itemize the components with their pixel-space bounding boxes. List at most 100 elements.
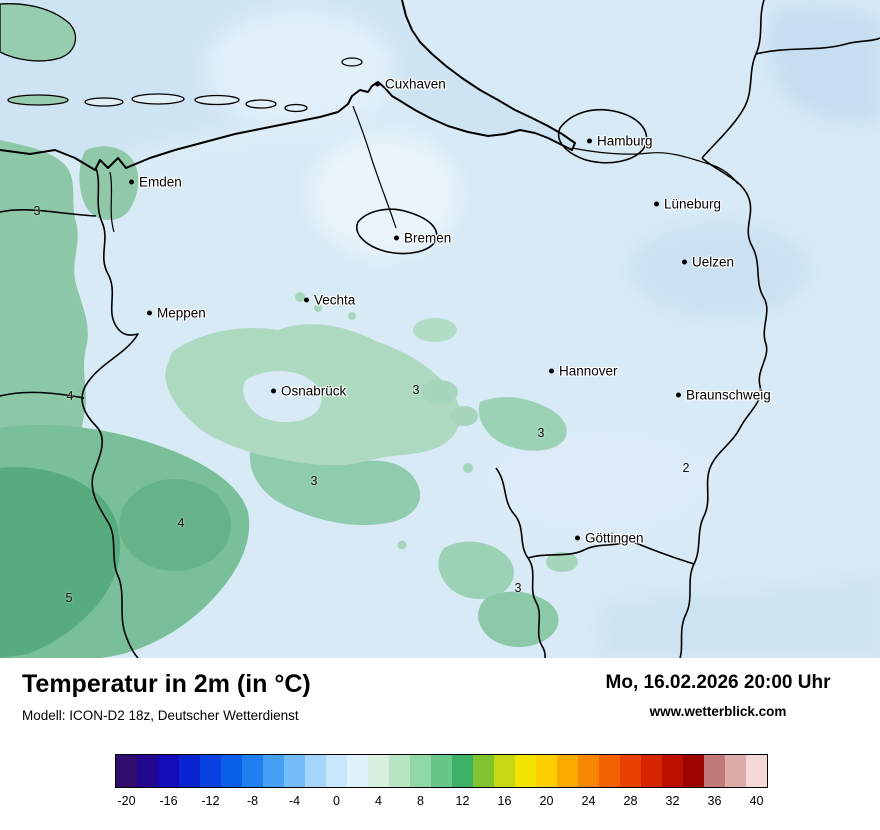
website-link: www.wetterblick.com — [649, 704, 787, 719]
scale-color-cell — [158, 755, 179, 787]
city-label: Vechta — [314, 292, 356, 308]
scale-color-cell — [389, 755, 410, 787]
coastline — [0, 0, 576, 171]
footer-right-block: Mo, 16.02.2026 20:00 Uhr www.wetterblick… — [568, 672, 868, 719]
scale-color-cell — [179, 755, 200, 787]
city-label: Bremen — [404, 230, 452, 246]
temperature-value-label: 4 — [177, 516, 185, 530]
city-label: Meppen — [157, 305, 206, 321]
scale-color-cell — [662, 755, 683, 787]
model-info: Modell: ICON-D2 18z, Deutscher Wetterdie… — [22, 708, 299, 723]
islands — [7, 57, 363, 113]
scale-tick-label: 20 — [539, 794, 554, 808]
scale-color-cell — [200, 755, 221, 787]
scale-color-cell — [431, 755, 452, 787]
scale-color-cell — [641, 755, 662, 787]
scale-color-cell — [578, 755, 599, 787]
scale-color-cell — [683, 755, 704, 787]
scale-tick-label: -16 — [159, 794, 178, 808]
scale-color-cell — [410, 755, 431, 787]
scale-tick-label: -4 — [288, 794, 301, 808]
scale-tick-label: -8 — [246, 794, 259, 808]
city-marker-hannover: Hannover — [549, 364, 618, 379]
scale-color-cell — [473, 755, 494, 787]
city-label: Lüneburg — [664, 196, 722, 212]
scale-color-cell — [746, 755, 767, 787]
forecast-datetime: Mo, 16.02.2026 20:00 Uhr — [605, 672, 831, 693]
color-scale: -20 -16 -12 -8 -4 0 4 8 12 16 20 24 28 32 36 40 — [115, 754, 768, 814]
scale-tick-label: 36 — [707, 794, 722, 808]
city-marker-hamburg: Hamburg — [587, 134, 653, 149]
city-dot — [654, 201, 659, 207]
scale-color-cell — [620, 755, 641, 787]
scale-color-cell — [242, 755, 263, 787]
scale-tick-label: 0 — [333, 794, 340, 808]
city-marker-uelzen: Uelzen — [682, 255, 734, 270]
color-scale-bar — [115, 754, 768, 788]
map-title: Temperatur in 2m (in °C) — [22, 670, 311, 698]
city-marker-meppen: Meppen — [147, 306, 206, 321]
city-dot — [682, 259, 687, 265]
scale-color-cell — [494, 755, 515, 787]
scale-tick-label: -12 — [201, 794, 220, 808]
temperature-value-label: 2 — [682, 461, 690, 475]
city-dot — [129, 179, 134, 185]
sea-shading — [120, 10, 395, 172]
scale-color-cell — [599, 755, 620, 787]
scale-color-cell — [116, 755, 137, 787]
scale-color-cell — [305, 755, 326, 787]
scale-color-cell — [326, 755, 347, 787]
city-dot — [271, 388, 276, 394]
city-marker-braunschweig: Braunschweig — [676, 388, 771, 403]
temperature-value-label: 3 — [33, 204, 41, 218]
city-dot — [575, 535, 580, 541]
borders — [0, 0, 880, 658]
scale-color-cell — [284, 755, 305, 787]
scale-color-cell — [704, 755, 725, 787]
scale-tick-label: 28 — [623, 794, 638, 808]
scale-color-cell — [452, 755, 473, 787]
scale-tick-labels: -20 -16 -12 -8 -4 0 4 8 12 16 20 24 28 32 36 40 — [115, 788, 768, 808]
city-marker-emden: Emden — [129, 175, 182, 190]
city-dot — [375, 81, 380, 87]
scale-color-cell — [137, 755, 158, 787]
city-dot — [549, 368, 554, 374]
city-label: Cuxhaven — [385, 76, 446, 92]
scale-tick-label: 32 — [665, 794, 680, 808]
temperature-value-label: 5 — [65, 591, 73, 605]
city-marker-vechta: Vechta — [304, 293, 355, 308]
city-dot — [676, 392, 681, 398]
map-overlay: Cuxhaven Hamburg Emden Lüneburg Bremen Uelzen… — [33, 77, 771, 606]
city-dot — [304, 297, 309, 303]
city-label: Hannover — [559, 363, 618, 379]
city-dot — [587, 138, 592, 144]
city-marker-bremen: Bremen — [394, 231, 451, 246]
scale-tick-label: 40 — [749, 794, 764, 808]
scale-color-cell — [725, 755, 746, 787]
scale-tick-label: 8 — [417, 794, 424, 808]
scale-tick-label: 4 — [375, 794, 382, 808]
scale-color-cell — [221, 755, 242, 787]
city-marker-osnabrck: Osnabrück — [271, 384, 346, 399]
city-marker-lneburg: Lüneburg — [654, 197, 721, 212]
city-dot — [147, 310, 152, 316]
city-label: Emden — [139, 174, 182, 190]
city-marker-gttingen: Göttingen — [575, 531, 644, 546]
map: Cuxhaven Hamburg Emden Lüneburg Bremen Uelzen… — [0, 0, 880, 658]
temperature-value-label: 3 — [310, 474, 318, 488]
scale-tick-label: -20 — [117, 794, 136, 808]
scale-tick-label: 12 — [455, 794, 470, 808]
temperature-value-label: 3 — [537, 426, 545, 440]
temperature-value-label: 4 — [66, 389, 74, 403]
city-label: Hamburg — [597, 133, 653, 149]
city-dot — [394, 235, 399, 241]
footer-panel: Temperatur in 2m (in °C) Modell: ICON-D2… — [0, 658, 880, 830]
city-label: Göttingen — [585, 530, 644, 546]
city-marker-cuxhaven: Cuxhaven — [375, 77, 446, 92]
scale-color-cell — [515, 755, 536, 787]
weather-map-svg — [0, 0, 880, 658]
scale-color-cell — [368, 755, 389, 787]
city-label: Uelzen — [692, 254, 735, 270]
scale-color-cell — [263, 755, 284, 787]
